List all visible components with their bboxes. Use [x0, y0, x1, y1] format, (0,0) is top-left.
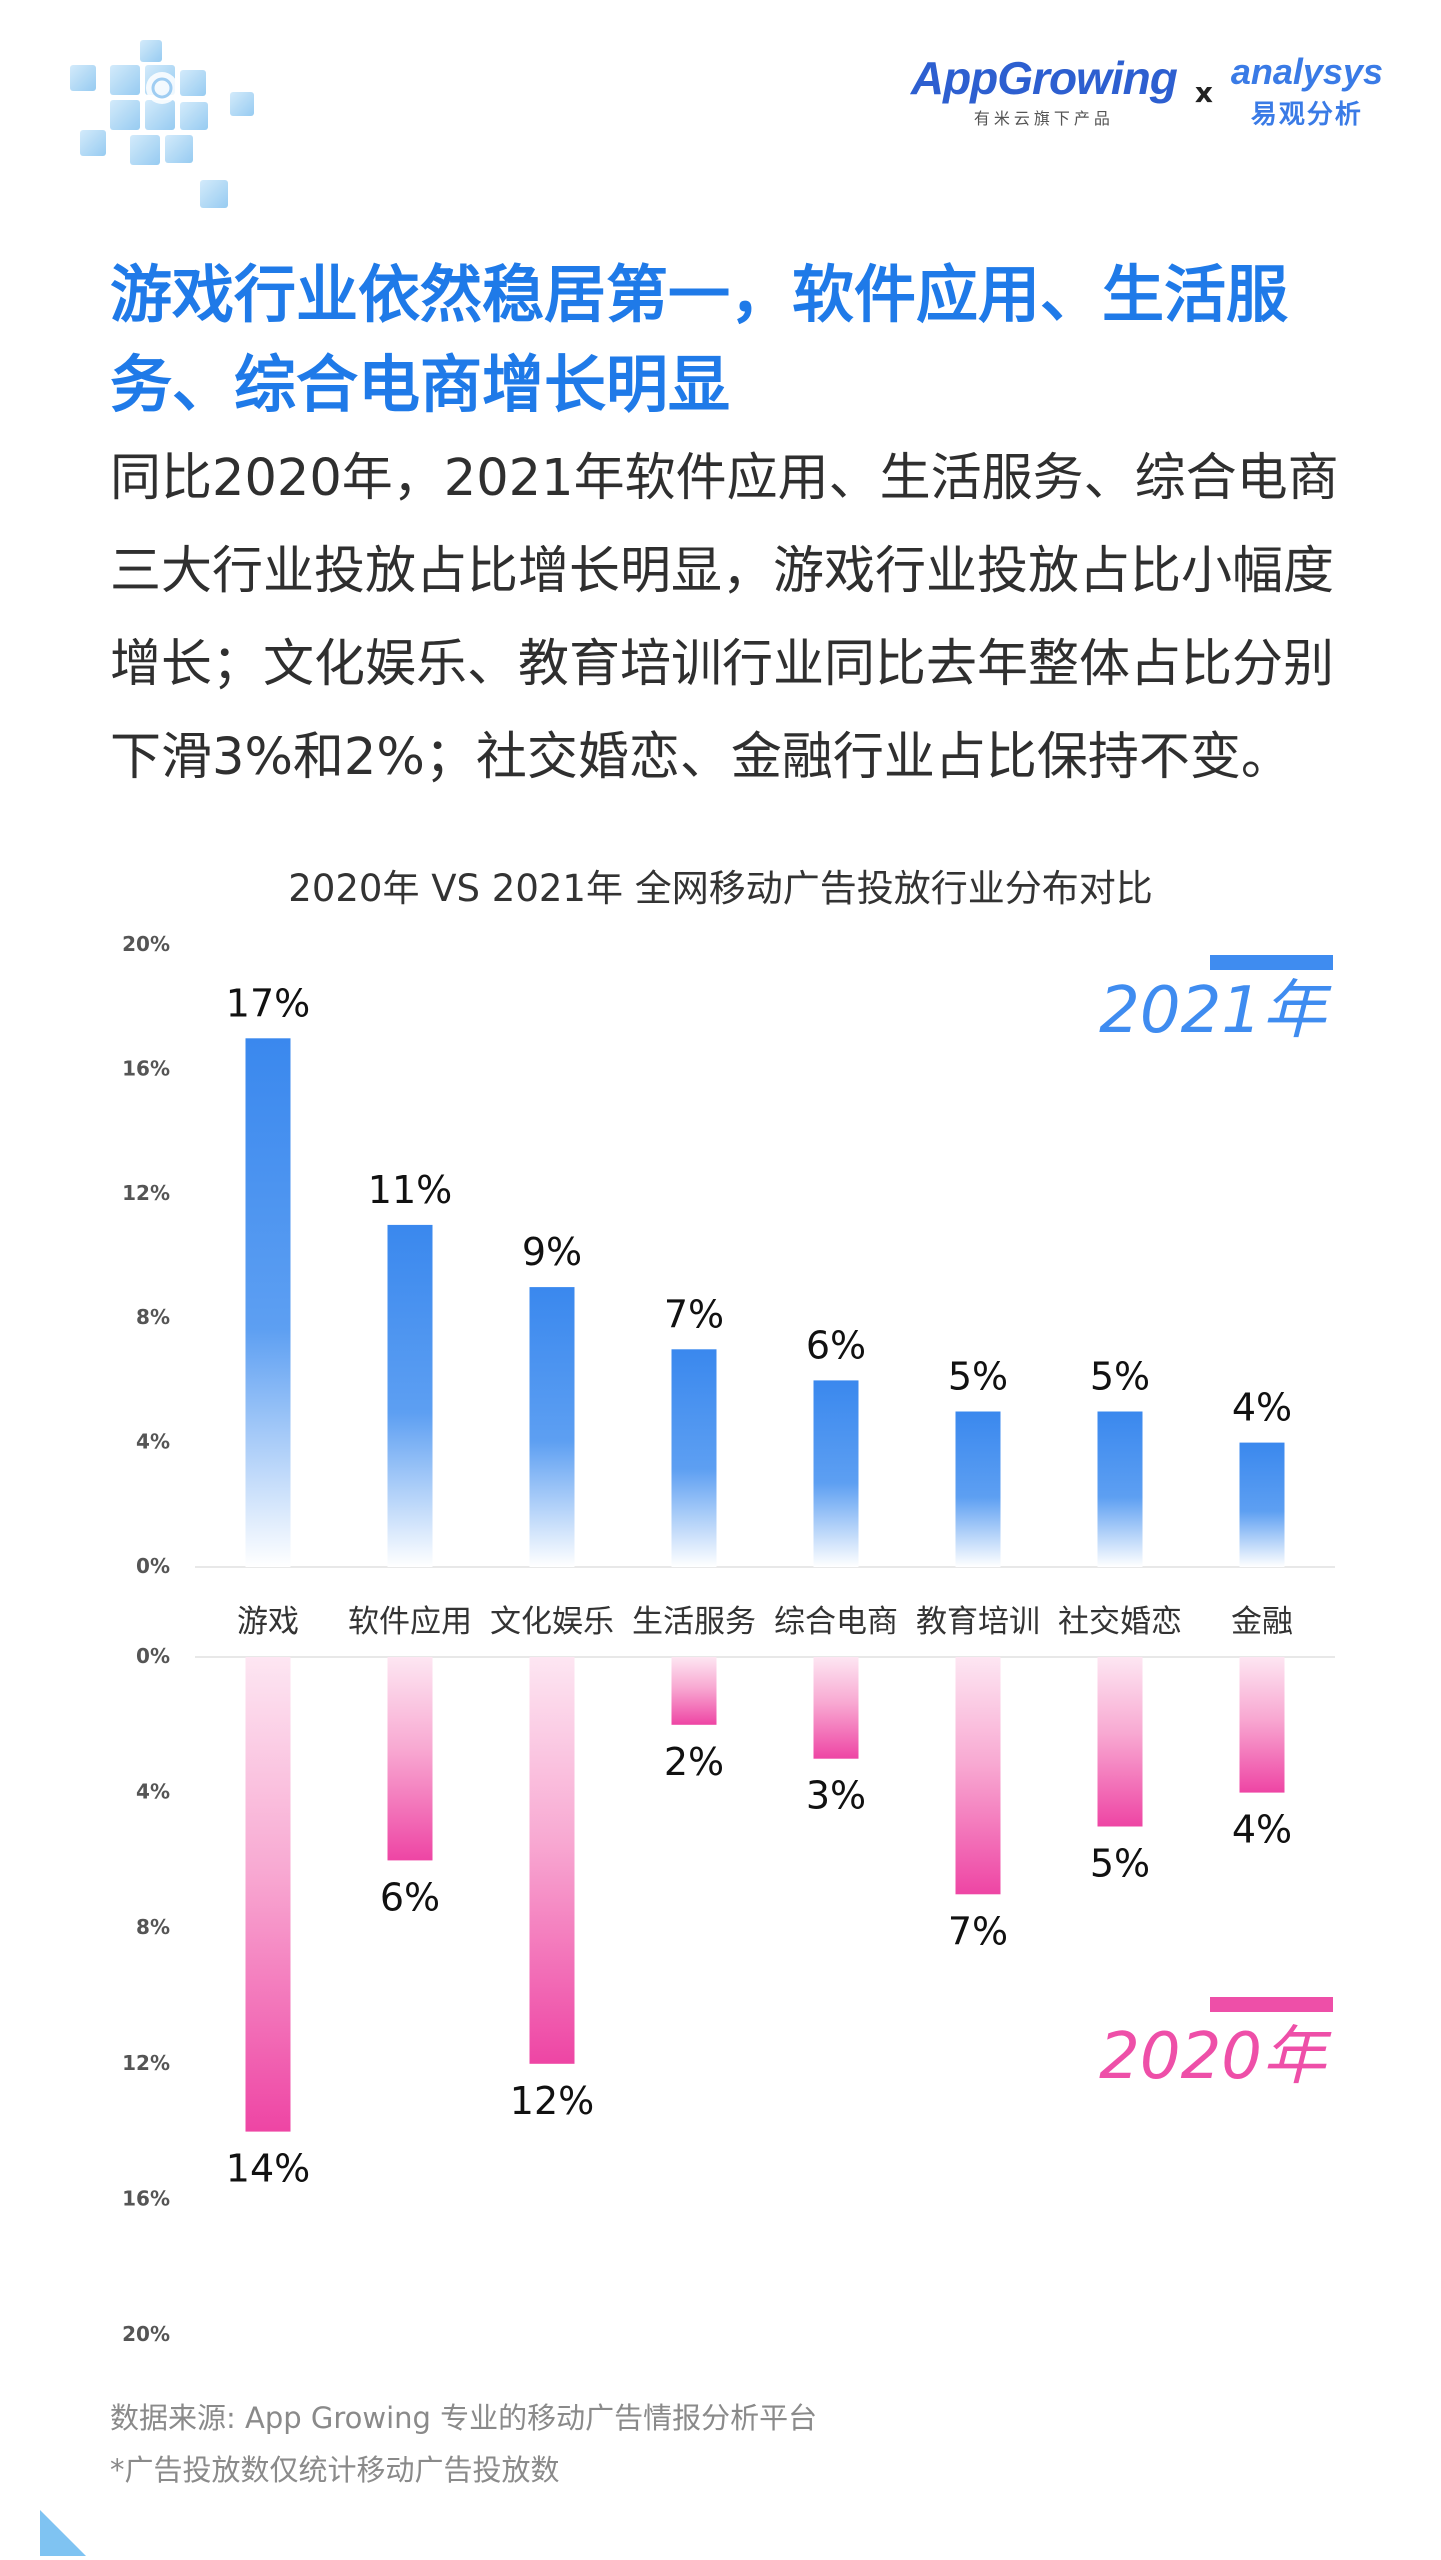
data-source-note: 数据来源: App Growing 专业的移动广告情报分析平台 *广告投放数仅统…	[110, 2392, 817, 2496]
data-label-2021: 5%	[948, 1355, 1008, 1399]
x-category-label: 教育培训	[916, 1604, 1040, 1640]
appgrowing-wordmark: AppGrowing	[910, 52, 1178, 104]
page-headline: 游戏行业依然稳居第一，软件应用、生活服务、综合电商增长明显	[110, 258, 1289, 421]
data-label-2020: 3%	[806, 1774, 866, 1818]
chart-labels: 17% 游戏 14% 11% 软件应用 6% 9% 文化娱乐 12% 7% 生活服务 2% 6% 综合电商…	[226, 981, 1293, 2190]
legend-swatch-2020	[1210, 1997, 1333, 2012]
bar-2020	[529, 1657, 575, 2064]
intro-paragraph: 同比2020年，2021年软件应用、生活服务、综合电商三大行业投放占比增长明显，…	[110, 449, 1339, 787]
y-tick-label-2020: 0%	[136, 1644, 170, 1668]
appgrowing-logo: AppGrowing 有米云旗下产品	[910, 52, 1178, 129]
y-tick-label-2020: 20%	[122, 2322, 170, 2346]
y-tick-label-2020: 16%	[122, 2186, 170, 2210]
data-label-2020: 4%	[1232, 1808, 1292, 1852]
bar-2020	[387, 1657, 433, 1861]
corner-triangle-icon	[40, 2510, 86, 2556]
analysys-chinese-name: 易观分析	[1250, 99, 1363, 130]
analysys-logo: analysys 易观分析	[1230, 50, 1383, 131]
data-label-2021: 9%	[522, 1230, 582, 1274]
analysys-wordmark: analysys	[1230, 50, 1383, 92]
data-label-2021: 6%	[806, 1323, 866, 1367]
legend-label-2020: 2020年	[1099, 2020, 1332, 2094]
y-tick-label-2021: 8%	[136, 1305, 170, 1329]
legend-swatch-2021	[1210, 955, 1333, 970]
x-category-label: 文化娱乐	[490, 1604, 614, 1640]
chart-title: 2020年 VS 2021年 全网移动广告投放行业分布对比	[288, 867, 1153, 910]
legend-label-2021: 2021年	[1099, 974, 1332, 1048]
x-category-label: 游戏	[237, 1604, 299, 1640]
data-label-2021: 5%	[1090, 1355, 1150, 1399]
bar-2021	[529, 1287, 575, 1567]
data-label-2021: 11%	[368, 1168, 452, 1212]
x-category-label: 综合电商	[774, 1604, 898, 1640]
chart-legend: 2021年 2020年	[1099, 955, 1333, 2094]
data-label-2020: 7%	[948, 1909, 1008, 1953]
data-label-2020: 5%	[1090, 1842, 1150, 1886]
chart-axes: 0% 4% 8% 12% 16% 20% 0% 4% 8% 12% 16% 20%	[122, 932, 170, 2346]
bar-2020	[245, 1657, 291, 2132]
bar-2021	[671, 1349, 717, 1567]
y-tick-label-2021: 4%	[136, 1430, 170, 1454]
data-label-2020: 12%	[510, 2079, 594, 2123]
bar-2021	[245, 1038, 291, 1567]
y-tick-label-2021: 16%	[122, 1056, 170, 1080]
chart-gridlines	[195, 1566, 1335, 1658]
bar-2021	[1097, 1411, 1143, 1567]
bar-2020	[955, 1657, 1001, 1895]
x-category-label: 社交婚恋	[1058, 1604, 1182, 1640]
data-label-2021: 7%	[664, 1292, 724, 1336]
x-category-label: 软件应用	[348, 1604, 472, 1640]
bar-2020	[1239, 1657, 1285, 1793]
y-tick-label-2021: 0%	[136, 1554, 170, 1578]
appgrowing-subtitle: 有米云旗下产品	[973, 109, 1114, 128]
data-label-2020: 2%	[664, 1740, 724, 1784]
y-tick-label-2020: 8%	[136, 1915, 170, 1939]
bar-2020	[813, 1657, 859, 1759]
brand-logos: AppGrowing 有米云旗下产品 x analysys 易观分析	[911, 42, 1383, 142]
data-label-2020: 14%	[226, 2147, 310, 2191]
y-tick-label-2021: 20%	[122, 932, 170, 956]
source-line: 数据来源: App Growing 专业的移动广告情报分析平台	[110, 2401, 818, 2435]
bar-2021	[1239, 1442, 1285, 1567]
y-tick-label-2020: 4%	[136, 1780, 170, 1804]
chart-bars	[245, 1038, 1285, 2132]
data-label-2021: 17%	[226, 981, 310, 1025]
footnote-line: *广告投放数仅统计移动广告投放数	[110, 2453, 560, 2487]
x-category-label: 生活服务	[632, 1604, 756, 1640]
bar-2021	[955, 1411, 1001, 1567]
x-category-label: 金融	[1231, 1604, 1293, 1640]
bar-2021	[387, 1224, 433, 1567]
bar-2021	[813, 1380, 859, 1567]
brand-separator: x	[1194, 75, 1213, 109]
bar-2020	[671, 1657, 717, 1725]
data-label-2020: 6%	[380, 1875, 440, 1919]
bar-2020	[1097, 1657, 1143, 1827]
y-tick-label-2021: 12%	[122, 1181, 170, 1205]
y-tick-label-2020: 12%	[122, 2051, 170, 2075]
cube-logo-icon	[70, 40, 254, 208]
data-label-2021: 4%	[1232, 1386, 1292, 1430]
